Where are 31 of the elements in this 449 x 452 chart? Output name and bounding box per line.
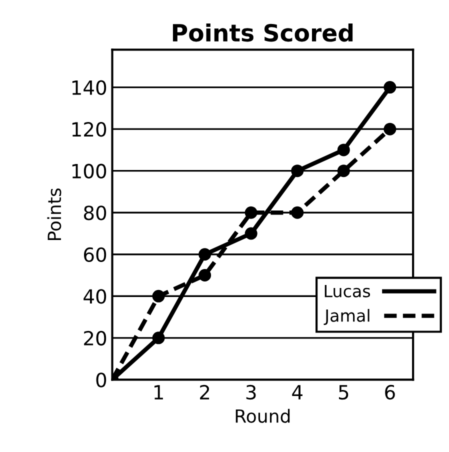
- y-tick-label: 120: [72, 122, 106, 137]
- x-tick-label: 2: [200, 384, 210, 400]
- x-tick-label: 3: [246, 384, 256, 400]
- point: [337, 144, 350, 156]
- y-axis-title: Points: [47, 188, 62, 240]
- x-tick-label: 6: [385, 384, 395, 400]
- point: [291, 206, 304, 219]
- y-tick-label: 20: [84, 330, 106, 346]
- point: [337, 164, 350, 178]
- y-tick-label: 0: [96, 372, 106, 388]
- point: [152, 332, 165, 344]
- point: [384, 122, 396, 136]
- x-axis-title: Round: [236, 408, 290, 423]
- point: [244, 227, 258, 240]
- y-tick-label: 60: [84, 247, 106, 262]
- point: [244, 206, 258, 219]
- chart-title: Points Scored: [172, 23, 353, 42]
- y-tick-label: 140: [72, 80, 106, 95]
- point: [198, 248, 212, 261]
- x-tick-label: 4: [292, 385, 302, 400]
- point: [198, 269, 212, 282]
- legend-label: Lucas: [324, 285, 370, 298]
- legend-label: Jamal: [324, 308, 370, 325]
- point: [384, 81, 396, 94]
- y-tick-label: 40: [84, 289, 106, 304]
- point: [152, 290, 165, 302]
- y-tick-label: 100: [72, 164, 106, 179]
- x-tick-label: 1: [154, 385, 163, 400]
- point: [291, 164, 304, 178]
- y-tick-label: 80: [84, 206, 106, 220]
- x-tick-label: 5: [338, 385, 348, 400]
